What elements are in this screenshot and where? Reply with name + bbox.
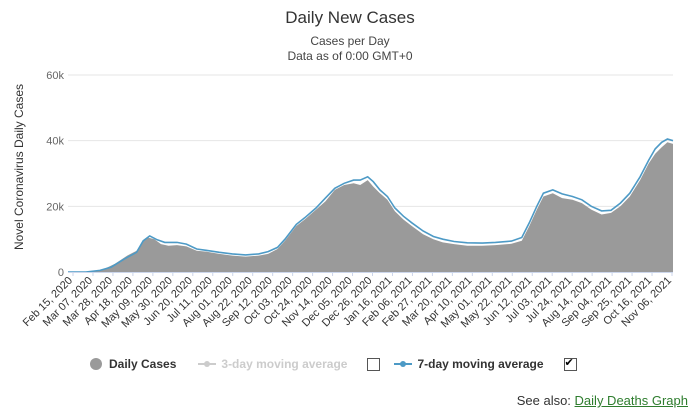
y-tick-label: 0 <box>58 267 64 279</box>
see-also-label: See also: <box>516 393 571 408</box>
chart-title: Daily New Cases <box>285 8 415 27</box>
legend-daily-cases-label: Daily Cases <box>109 357 177 371</box>
legend-7day-label: 7-day moving average <box>417 357 544 371</box>
data-timestamp: Data as of 0:00 GMT+0 <box>287 49 413 63</box>
chart-subtitle: Cases per Day <box>310 34 390 48</box>
legend-3day-label: 3-day moving average <box>221 357 348 371</box>
daily-cases-area <box>68 142 673 272</box>
7day-average-checkbox[interactable] <box>563 356 577 371</box>
y-axis-label: Novel Coronavirus Daily Cases <box>12 84 26 250</box>
seven-day-average-line <box>68 138 674 273</box>
3day-average-checkbox[interactable] <box>367 357 381 371</box>
chart-legend: Daily Cases 3-day moving average 7-day m… <box>90 354 591 374</box>
series-layer[interactable] <box>68 138 674 273</box>
legend-daily-cases[interactable]: Daily Cases <box>90 357 176 371</box>
legend-line-icon <box>198 359 217 369</box>
legend-7day[interactable]: 7-day moving average <box>394 357 544 371</box>
daily-deaths-graph-link[interactable]: Daily Deaths Graph <box>574 393 688 408</box>
y-tick-label: 20k <box>46 201 64 213</box>
legend-line-icon <box>394 359 413 369</box>
legend-area-icon <box>90 358 102 370</box>
y-tick-label: 40k <box>46 136 64 148</box>
y-axis-ticks: 0 20k 40k 60k <box>46 70 64 279</box>
see-also: See also: Daily Deaths Graph <box>517 393 688 408</box>
legend-3day[interactable]: 3-day moving average <box>198 357 347 371</box>
y-tick-label: 60k <box>46 70 64 82</box>
